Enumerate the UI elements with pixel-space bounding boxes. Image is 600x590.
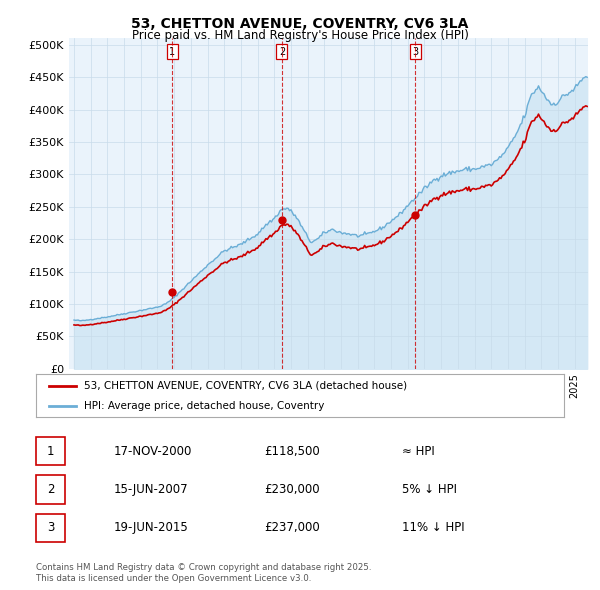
Text: 53, CHETTON AVENUE, COVENTRY, CV6 3LA: 53, CHETTON AVENUE, COVENTRY, CV6 3LA <box>131 17 469 31</box>
Text: 2: 2 <box>47 483 54 496</box>
Text: 1: 1 <box>47 444 54 458</box>
Text: 3: 3 <box>412 47 419 57</box>
Text: £237,000: £237,000 <box>264 521 320 535</box>
Text: Price paid vs. HM Land Registry's House Price Index (HPI): Price paid vs. HM Land Registry's House … <box>131 29 469 42</box>
Text: 3: 3 <box>47 521 54 535</box>
Text: 19-JUN-2015: 19-JUN-2015 <box>114 521 189 535</box>
Text: 1: 1 <box>169 47 175 57</box>
Text: HPI: Average price, detached house, Coventry: HPI: Average price, detached house, Cove… <box>83 401 324 411</box>
Text: Contains HM Land Registry data © Crown copyright and database right 2025.
This d: Contains HM Land Registry data © Crown c… <box>36 563 371 583</box>
Text: 53, CHETTON AVENUE, COVENTRY, CV6 3LA (detached house): 53, CHETTON AVENUE, COVENTRY, CV6 3LA (d… <box>83 381 407 391</box>
Text: 5% ↓ HPI: 5% ↓ HPI <box>402 483 457 496</box>
Text: 17-NOV-2000: 17-NOV-2000 <box>114 444 193 458</box>
Text: ≈ HPI: ≈ HPI <box>402 444 435 458</box>
Text: 2: 2 <box>279 47 285 57</box>
Text: 11% ↓ HPI: 11% ↓ HPI <box>402 521 464 535</box>
Text: 15-JUN-2007: 15-JUN-2007 <box>114 483 188 496</box>
Text: £118,500: £118,500 <box>264 444 320 458</box>
Text: £230,000: £230,000 <box>264 483 320 496</box>
